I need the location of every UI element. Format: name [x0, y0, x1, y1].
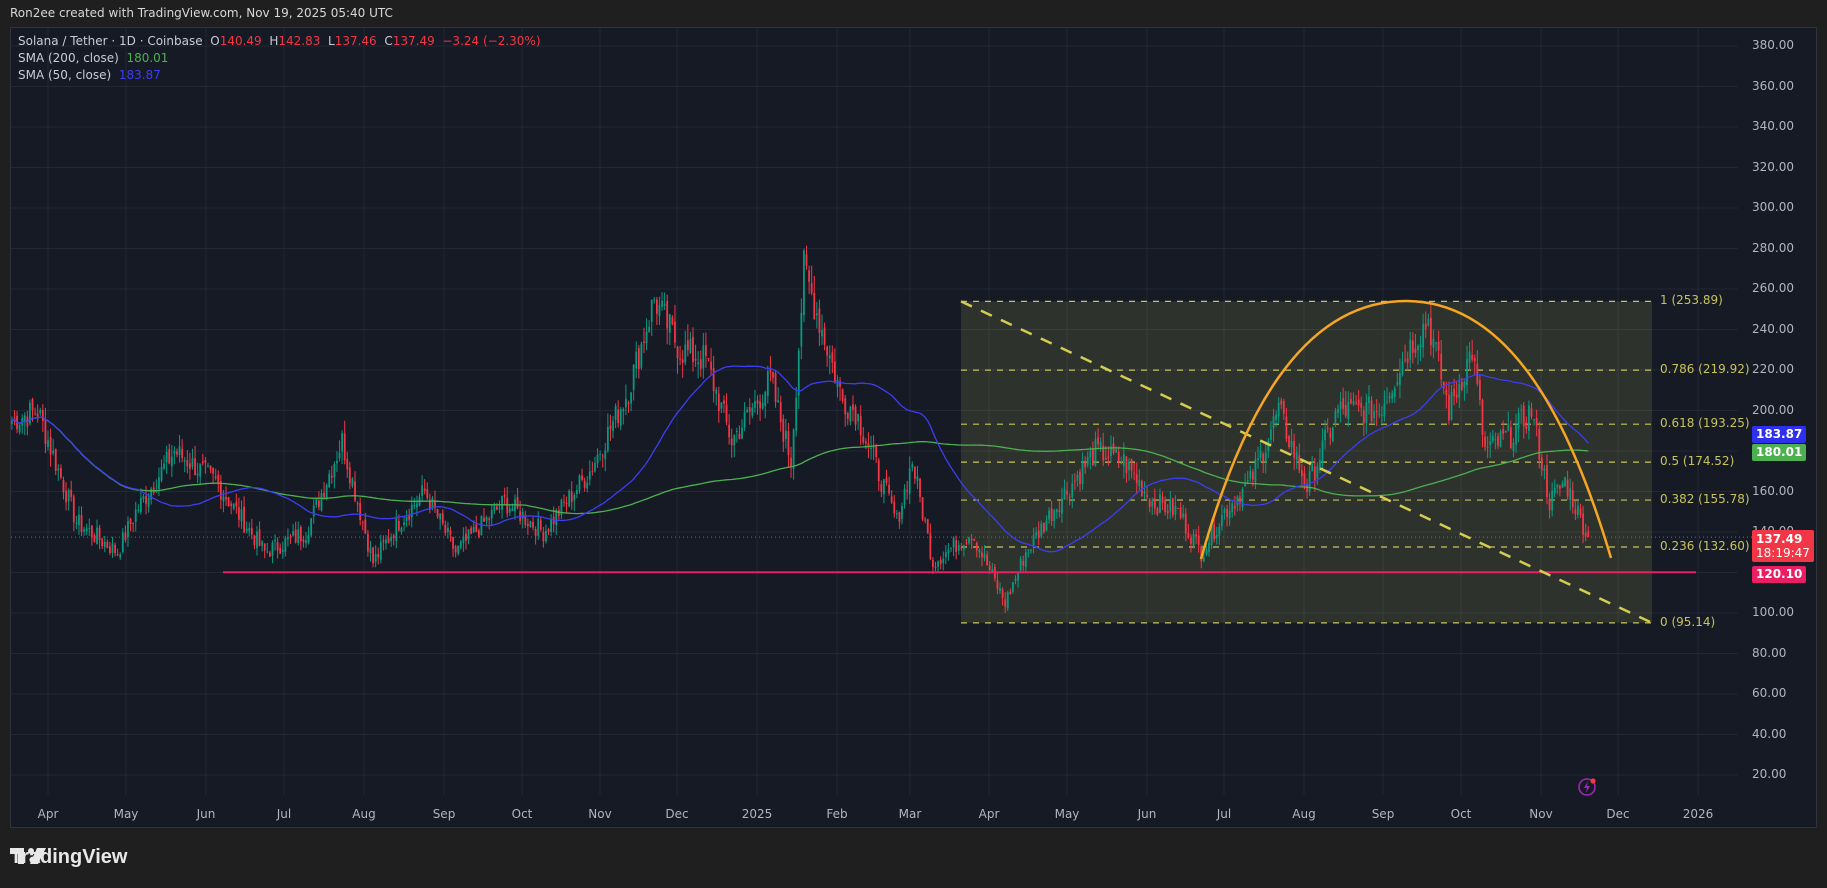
price-axis-label: 20.00 [1752, 767, 1787, 781]
time-axis-label: May [113, 807, 139, 821]
rounded-top-arc[interactable] [1199, 299, 1613, 560]
chart-legend: Solana / Tether · 1D · Coinbase O140.49 … [18, 33, 541, 84]
symbol-label[interactable]: Solana / Tether · 1D · Coinbase [18, 34, 203, 48]
price-axis-label: 100.00 [1752, 605, 1794, 619]
price-axis-label: 240.00 [1752, 321, 1794, 336]
time-axis-label: 2025 [741, 807, 773, 821]
time-axis-label: Sep [1371, 807, 1395, 821]
price-axis-label: 220.00 [1752, 362, 1794, 376]
price-axis-label: 280.00 [1752, 240, 1794, 255]
sma200-price-tag: 180.01 [1752, 444, 1807, 461]
time-axis-label: Nov [588, 807, 612, 821]
time-axis-label: Dec [665, 807, 689, 821]
time-axis-label: Apr [978, 807, 1000, 821]
last-price-tag: 137.49 18:19:47 [1752, 530, 1814, 562]
time-axis-label: Sep [432, 807, 456, 821]
fib-level-label: 0.382 (155.78) [1660, 492, 1750, 507]
price-axis-label: 340.00 [1752, 119, 1794, 133]
dashed-trendline[interactable] [960, 300, 1651, 623]
sma50-label[interactable]: SMA (50, close) [18, 68, 112, 82]
sma200-label[interactable]: SMA (200, close) [18, 51, 119, 65]
price-axis-label: 40.00 [1752, 726, 1787, 741]
support-price-tag: 120.10 [1752, 566, 1807, 583]
ohlc-open-label: O [210, 34, 220, 48]
bar-countdown: 18:19:47 [1756, 546, 1810, 560]
fib-level-label: 0.5 (174.52) [1660, 454, 1735, 469]
sma50-value: 183.87 [118, 68, 161, 82]
time-axis-label: 2026 [1682, 807, 1714, 821]
sma200-row[interactable]: SMA (200, close) 180.01 [18, 50, 541, 67]
price-axis-label: 200.00 [1752, 402, 1794, 417]
price-axis-label: 260.00 [1752, 281, 1794, 295]
time-axis-label: May [1054, 807, 1080, 821]
price-axis-label: 380.00 [1752, 38, 1794, 52]
fib-level-label: 0 (95.14) [1660, 614, 1716, 629]
fib-level-label: 1 (253.89) [1660, 293, 1723, 308]
fib-level-label: 0.786 (219.92) [1660, 362, 1750, 377]
ohlc-low-label: L [328, 34, 335, 48]
ohlc-high: 142.83 [278, 34, 321, 48]
time-axis-label: Jun [1137, 807, 1157, 821]
candles [10, 245, 1590, 613]
time-axis-label: Aug [352, 807, 376, 821]
time-axis-label: Dec [1606, 807, 1630, 821]
ohlc-high-label: H [269, 34, 279, 48]
ohlc-close-label: C [384, 34, 393, 48]
price-axis-label: 160.00 [1752, 483, 1794, 498]
fib-level-label: 0.618 (193.25) [1660, 416, 1750, 431]
price-axis-label: 80.00 [1752, 645, 1787, 660]
last-price-value: 137.49 [1756, 532, 1803, 546]
price-axis-label: 300.00 [1752, 200, 1794, 214]
time-axis-label: Oct [1450, 807, 1472, 821]
sma50-line[interactable] [11, 365, 1589, 553]
price-change: −3.24 (−2.30%) [442, 34, 541, 48]
time-axis-label: Feb [826, 807, 848, 821]
time-axis-label: Jun [196, 807, 216, 821]
time-axis-label: Aug [1292, 807, 1316, 821]
tradingview-logo-icon [10, 848, 46, 864]
sma50-price-tag: 183.87 [1752, 426, 1807, 443]
price-axis-label: 60.00 [1752, 686, 1787, 700]
lightning-alert-icon[interactable] [1577, 777, 1597, 797]
time-axis-label: Nov [1529, 807, 1553, 821]
symbol-row[interactable]: Solana / Tether · 1D · Coinbase O140.49 … [18, 33, 541, 50]
time-axis-label: Jul [1216, 807, 1232, 821]
time-axis-label: Jul [276, 807, 292, 821]
price-axis-label: 320.00 [1752, 159, 1794, 174]
time-axis-label: Oct [511, 807, 533, 821]
ohlc-close: 137.49 [392, 34, 435, 48]
sma50-row[interactable]: SMA (50, close) 183.87 [18, 67, 541, 84]
time-axis-label: Apr [37, 807, 59, 821]
ohlc-low: 137.46 [334, 34, 377, 48]
ohlc-open: 140.49 [219, 34, 262, 48]
fib-level-label: 0.236 (132.60) [1660, 538, 1750, 553]
price-axis-label: 360.00 [1752, 78, 1794, 93]
chart-credit: Ron2ee created with TradingView.com, Nov… [10, 6, 393, 20]
time-axis-label: Mar [898, 807, 922, 821]
sma200-value: 180.01 [126, 51, 169, 65]
tradingview-logo[interactable]: TradingView [10, 846, 127, 869]
